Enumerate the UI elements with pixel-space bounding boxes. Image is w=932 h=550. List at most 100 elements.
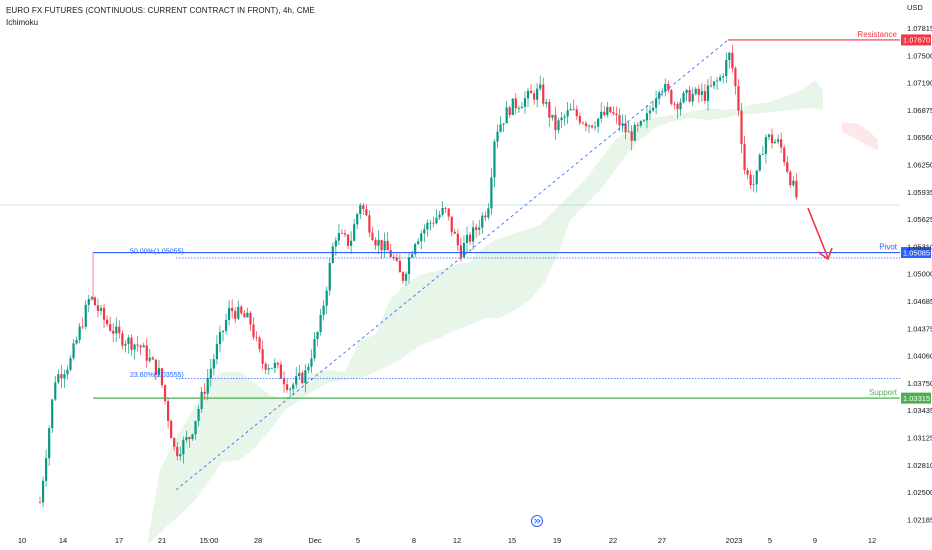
candle-body [157,368,161,375]
candle-body [246,312,249,318]
candles [38,44,798,508]
candle-body [648,110,652,114]
candle-body [746,170,749,175]
candle-body [597,118,600,127]
candle-body [87,298,90,305]
candle-body [304,370,307,384]
candle-body [188,437,191,440]
candle-body [716,80,719,82]
candle-body [127,337,130,345]
candle-body [584,123,588,127]
x-tick-label: 14 [59,536,67,545]
candle-body [81,326,84,328]
candle-body [228,307,231,320]
candle-body [682,93,685,103]
price-axis: USD 1.07815 1.07500 1.07190 1.06875 1.06560 1.… [907,3,932,524]
candle-body [795,180,798,198]
candle-body [468,234,472,242]
candle-body [749,174,752,185]
candle-body [374,240,377,246]
candle-body [224,319,228,331]
candle-body [694,88,697,94]
candle-body [517,108,520,109]
candle-body [725,60,728,77]
candle-body [697,88,700,95]
y-tick-label: 1.07815 [907,24,932,33]
y-tick-label: 1.05310 [907,242,932,251]
candle-body [252,324,255,338]
candle-body [383,240,386,251]
candle-body [770,134,774,144]
candle-body [145,345,148,361]
candle-body [170,420,173,439]
candle-body [359,205,362,215]
candle-body [557,120,560,131]
candle-body [453,231,456,234]
candle-body [761,153,764,155]
candle-body [136,344,139,346]
candle-body [151,357,154,360]
candle-body [57,374,60,383]
candle-body [160,368,164,386]
candle-body [398,260,401,273]
candle-body [545,102,548,104]
candle-body [395,257,398,261]
scroll-realtime-button[interactable] [531,515,543,527]
candle-body [773,141,777,144]
candle-body [709,85,713,87]
candle-body [404,274,408,281]
candle-body [502,123,505,125]
candle-body [276,362,279,365]
time-axis: 10 14 17 21 15:00 28 Dec 5 8 12 15 19 22 27 2023 5 9 12 [18,536,876,545]
candle-body [99,307,103,311]
x-tick-label: 5 [356,536,360,545]
candle-body [45,458,48,481]
fib-label: 23.60%(1.03555) [130,372,184,379]
candle-body [124,344,127,346]
chevron-icon [537,518,541,524]
x-tick-label: 2023 [726,536,743,545]
candle-body [618,115,621,126]
candle-body [72,343,75,359]
candle-body [48,428,51,459]
candle-body [667,83,670,91]
indicator-label[interactable]: Ichimoku [6,18,39,27]
candle-body [722,76,725,78]
candle-body [523,98,527,107]
candle-body [54,382,57,400]
candle-body [380,239,383,251]
candle-body [712,81,716,86]
candle-body [435,217,438,224]
candle-body [261,349,264,364]
candle-body [331,246,334,263]
candle-body [612,112,615,114]
candle-body [407,257,411,275]
candle-body [655,98,658,108]
candle-body [401,272,405,281]
level-support-label: Support [869,388,898,397]
candle-body [633,125,636,141]
candle-body [209,368,212,378]
candle-body [472,227,475,242]
candle-body [41,480,45,503]
candle-body [221,330,225,332]
projection-arrow-line [807,207,829,259]
candle-body [258,337,261,350]
candle-body [447,208,450,217]
candle-body [700,91,703,95]
candle-body [301,372,304,384]
candle-body [255,337,258,338]
candle-body [386,240,389,251]
candle-body [356,214,359,225]
y-tick-label: 1.06875 [907,106,932,115]
level-pivot-tag-text: 1.05085 [903,248,930,257]
y-tick-label: 1.02500 [907,488,932,497]
candle-body [590,125,594,128]
projection-arrow-head [817,247,833,261]
candle-body [456,233,459,246]
candle-body [420,233,423,242]
candle-body [560,117,563,121]
candle-body [96,305,100,311]
candle-body [270,367,273,369]
